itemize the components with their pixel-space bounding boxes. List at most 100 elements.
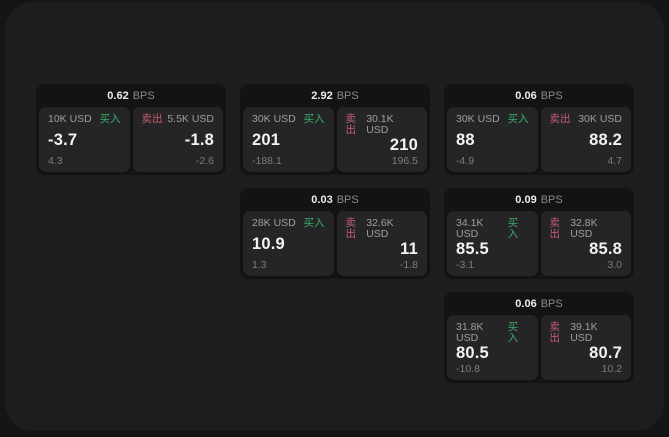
sell-price: 210 bbox=[389, 136, 418, 154]
sell-amount: 30.1K USD bbox=[366, 113, 394, 136]
sell-price: 85.8 bbox=[589, 240, 622, 258]
buy-delta: -10.8 bbox=[456, 362, 480, 375]
sell-panel-top: 卖出 5.5K USD bbox=[142, 114, 215, 125]
quote-panels: 30K USD 买入 88 -4.9 卖出 30K USD 88.2 4.7 bbox=[444, 106, 634, 175]
buy-panel[interactable]: 10K USD 买入 -3.7 4.3 bbox=[39, 107, 130, 172]
bps-unit-label: BPS bbox=[336, 194, 359, 206]
sell-panel-top: 卖出 30.1K USD bbox=[346, 114, 419, 135]
buy-panel-top: 28K USD 买入 bbox=[252, 218, 325, 229]
bps-header: 0.06 BPS bbox=[444, 292, 634, 314]
quote-card: 0.06 BPS 31.8K USD 买入 80.5 -10.8 卖出 39.1… bbox=[444, 292, 634, 383]
sell-panel-top: 卖出 32.8K USD bbox=[550, 218, 623, 239]
sell-price: 80.7 bbox=[589, 344, 622, 362]
sell-amount: 30K USD bbox=[578, 113, 622, 125]
quote-panels: 34.1K USD 买入 85.5 -3.1 卖出 32.8K USD 85.8… bbox=[444, 210, 634, 279]
sell-delta: 3.0 bbox=[607, 258, 622, 271]
buy-amount: 30K USD bbox=[252, 113, 296, 125]
sell-panel-top: 卖出 30K USD bbox=[550, 114, 623, 125]
quote-card: 0.06 BPS 30K USD 买入 88 -4.9 卖出 30K USD 8… bbox=[444, 84, 634, 175]
buy-panel-top: 34.1K USD 买入 bbox=[456, 218, 529, 239]
bps-header: 0.09 BPS bbox=[444, 188, 634, 210]
quote-card: 0.09 BPS 34.1K USD 买入 85.5 -3.1 卖出 32.8K… bbox=[444, 188, 634, 279]
sell-delta: 10.2 bbox=[601, 362, 622, 375]
bps-value: 0.09 bbox=[515, 194, 537, 206]
sell-panel[interactable]: 卖出 30K USD 88.2 4.7 bbox=[540, 107, 631, 172]
quote-panels: 31.8K USD 买入 80.5 -10.8 卖出 39.1K USD 80.… bbox=[444, 314, 634, 383]
sell-panel[interactable]: 卖出 30.1K USD 210 196.5 bbox=[336, 107, 427, 172]
bps-header: 0.06 BPS bbox=[444, 84, 634, 106]
buy-panel-top: 30K USD 买入 bbox=[252, 114, 325, 125]
buy-price: -3.7 bbox=[48, 130, 78, 149]
quote-panels: 10K USD 买入 -3.7 4.3 卖出 5.5K USD -1.8 -2.… bbox=[36, 106, 226, 175]
quote-card: 2.92 BPS 30K USD 买入 201 -188.1 卖出 30.1K … bbox=[240, 84, 430, 175]
bps-value: 0.06 bbox=[515, 298, 537, 310]
buy-panel-top: 10K USD 买入 bbox=[48, 114, 121, 125]
sell-price: -1.8 bbox=[184, 130, 214, 149]
bps-value: 0.06 bbox=[515, 90, 537, 102]
buy-side-label: 买入 bbox=[303, 113, 325, 125]
buy-side-label: 买入 bbox=[507, 217, 519, 240]
sell-side-label: 卖出 bbox=[549, 113, 571, 125]
quote-panels: 28K USD 买入 10.9 1.3 卖出 32.6K USD 11 -1.8 bbox=[240, 210, 430, 279]
buy-delta: -188.1 bbox=[252, 154, 282, 167]
bps-unit-label: BPS bbox=[540, 298, 563, 310]
sell-amount: 5.5K USD bbox=[167, 113, 214, 125]
bps-header: 0.03 BPS bbox=[240, 188, 430, 210]
buy-side-label: 买入 bbox=[303, 217, 325, 229]
sell-panel[interactable]: 卖出 5.5K USD -1.8 -2.6 bbox=[132, 107, 223, 172]
sell-amount: 32.8K USD bbox=[570, 217, 598, 240]
bps-unit-label: BPS bbox=[132, 90, 155, 102]
sell-price: 11 bbox=[400, 240, 418, 258]
buy-side-label: 买入 bbox=[507, 321, 519, 344]
buy-panel[interactable]: 30K USD 买入 88 -4.9 bbox=[447, 107, 538, 172]
sell-panel[interactable]: 卖出 39.1K USD 80.7 10.2 bbox=[540, 315, 631, 380]
buy-panel[interactable]: 28K USD 买入 10.9 1.3 bbox=[243, 211, 334, 276]
buy-price: 201 bbox=[252, 130, 281, 149]
sell-side-label: 卖出 bbox=[549, 321, 561, 344]
sell-amount: 32.6K USD bbox=[366, 217, 394, 240]
sell-panel[interactable]: 卖出 32.8K USD 85.8 3.0 bbox=[540, 211, 631, 276]
sell-panel-top: 卖出 39.1K USD bbox=[550, 322, 623, 343]
quote-card: 0.03 BPS 28K USD 买入 10.9 1.3 卖出 32.6K US… bbox=[240, 188, 430, 279]
buy-amount: 34.1K USD bbox=[456, 217, 484, 240]
sell-side-label: 卖出 bbox=[141, 113, 163, 125]
buy-amount: 28K USD bbox=[252, 217, 296, 229]
sell-side-label: 卖出 bbox=[345, 113, 357, 136]
sell-price: 88.2 bbox=[589, 130, 622, 149]
buy-price: 88 bbox=[456, 130, 475, 149]
quote-card: 0.62 BPS 10K USD 买入 -3.7 4.3 卖出 5.5K USD… bbox=[36, 84, 226, 175]
bps-unit-label: BPS bbox=[540, 194, 563, 206]
bps-unit-label: BPS bbox=[540, 90, 563, 102]
buy-panel-top: 30K USD 买入 bbox=[456, 114, 529, 125]
buy-side-label: 买入 bbox=[99, 113, 121, 125]
sell-delta: -2.6 bbox=[195, 154, 214, 167]
buy-price: 85.5 bbox=[456, 240, 489, 258]
buy-amount: 10K USD bbox=[48, 113, 92, 125]
buy-side-label: 买入 bbox=[507, 113, 529, 125]
bps-header: 2.92 BPS bbox=[240, 84, 430, 106]
buy-delta: 1.3 bbox=[252, 258, 267, 271]
buy-price: 10.9 bbox=[252, 234, 285, 253]
bps-value: 2.92 bbox=[311, 90, 333, 102]
sell-panel[interactable]: 卖出 32.6K USD 11 -1.8 bbox=[336, 211, 427, 276]
quote-panels: 30K USD 买入 201 -188.1 卖出 30.1K USD 210 1… bbox=[240, 106, 430, 175]
sell-side-label: 卖出 bbox=[549, 217, 561, 240]
buy-delta: -4.9 bbox=[456, 154, 475, 167]
sell-panel-top: 卖出 32.6K USD bbox=[346, 218, 419, 239]
buy-amount: 30K USD bbox=[456, 113, 500, 125]
buy-delta: -3.1 bbox=[456, 258, 475, 271]
bps-value: 0.03 bbox=[311, 194, 333, 206]
buy-panel[interactable]: 30K USD 买入 201 -188.1 bbox=[243, 107, 334, 172]
dashboard-surface: 0.62 BPS 10K USD 买入 -3.7 4.3 卖出 5.5K USD… bbox=[5, 2, 664, 431]
buy-panel[interactable]: 34.1K USD 买入 85.5 -3.1 bbox=[447, 211, 538, 276]
bps-unit-label: BPS bbox=[336, 90, 359, 102]
buy-amount: 31.8K USD bbox=[456, 321, 484, 344]
sell-side-label: 卖出 bbox=[345, 217, 357, 240]
buy-delta: 4.3 bbox=[48, 154, 63, 167]
bps-header: 0.62 BPS bbox=[36, 84, 226, 106]
sell-amount: 39.1K USD bbox=[570, 321, 598, 344]
bps-value: 0.62 bbox=[107, 90, 129, 102]
buy-panel[interactable]: 31.8K USD 买入 80.5 -10.8 bbox=[447, 315, 538, 380]
sell-delta: 196.5 bbox=[391, 154, 418, 167]
buy-panel-top: 31.8K USD 买入 bbox=[456, 322, 529, 343]
